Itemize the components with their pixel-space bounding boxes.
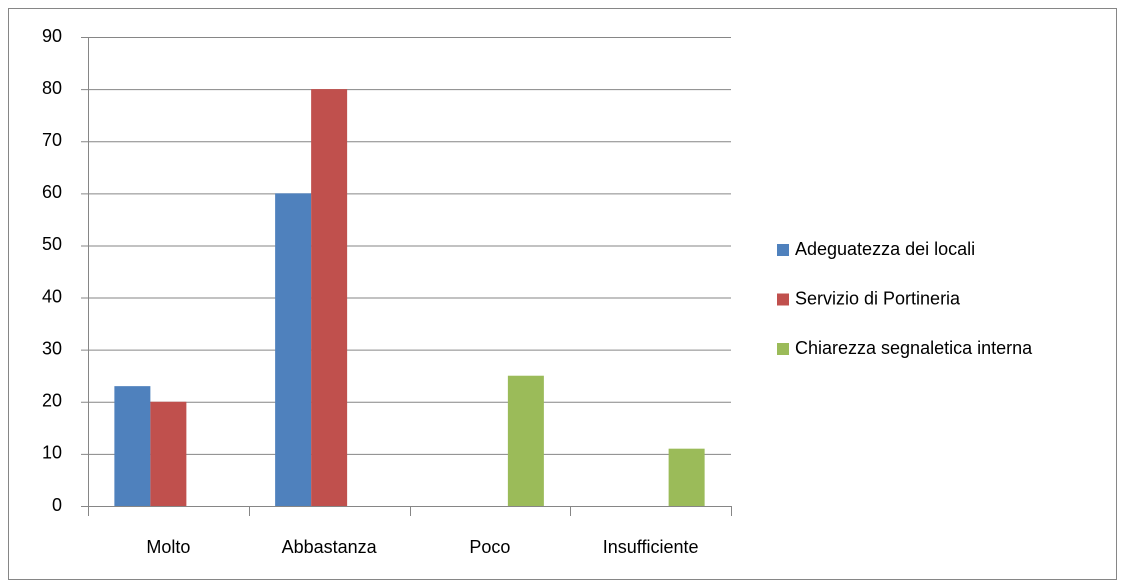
y-tick-label: 40 bbox=[42, 286, 62, 306]
bar bbox=[114, 386, 151, 506]
y-tick-label: 0 bbox=[52, 495, 62, 515]
x-tick-label: Insufficiente bbox=[603, 537, 699, 557]
bar bbox=[507, 375, 544, 506]
x-tick-label: Abbastanza bbox=[282, 537, 378, 557]
legend-swatch bbox=[777, 343, 789, 355]
bar bbox=[668, 448, 705, 506]
bar bbox=[275, 193, 312, 507]
y-tick-label: 70 bbox=[42, 130, 62, 150]
y-tick-label: 20 bbox=[42, 391, 62, 411]
legend-swatch bbox=[777, 293, 789, 306]
x-tick-label: Molto bbox=[146, 537, 190, 557]
chart-frame bbox=[8, 8, 1117, 580]
y-tick-label: 50 bbox=[42, 234, 62, 254]
y-tick-label: 90 bbox=[42, 26, 62, 46]
legend-swatch bbox=[777, 244, 789, 256]
y-tick-label: 30 bbox=[42, 338, 62, 358]
bar bbox=[311, 89, 348, 506]
legend-label: Chiarezza segnaletica interna bbox=[795, 338, 1033, 358]
legend-label: Servizio di Portineria bbox=[795, 288, 961, 308]
y-tick-label: 80 bbox=[42, 78, 62, 98]
y-tick-label: 60 bbox=[42, 182, 62, 202]
x-tick-label: Poco bbox=[469, 537, 510, 557]
bar bbox=[150, 401, 187, 506]
legend-label: Adeguatezza dei locali bbox=[795, 239, 975, 259]
y-tick-label: 10 bbox=[42, 443, 62, 463]
